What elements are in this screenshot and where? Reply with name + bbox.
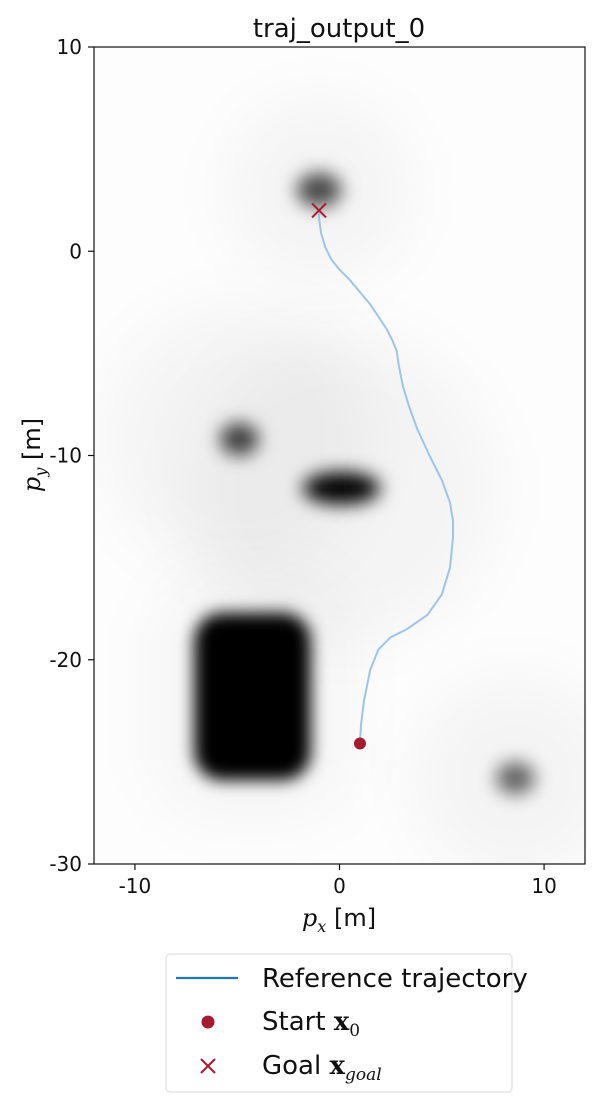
legend-label-reference: Reference trajectory: [262, 964, 528, 994]
y-axis-label: py [m]: [18, 418, 50, 492]
obstacle-blob: [296, 172, 342, 208]
plot-area: [93, 46, 586, 865]
series-layer: [318, 211, 454, 742]
x-tick-label: 10: [531, 874, 556, 898]
marker-layer: [311, 202, 366, 750]
start-marker: [353, 737, 366, 750]
legend-label-start: Start x0: [262, 1007, 360, 1041]
x-axis: -10 0 10: [119, 864, 557, 898]
legend-frame: [165, 953, 513, 1093]
y-tick-label: 0: [69, 239, 82, 263]
trajectory-line: [318, 211, 454, 742]
y-tick-label: -10: [49, 444, 82, 468]
goal-marker: [311, 202, 327, 219]
legend-start-swatch: [201, 1015, 215, 1029]
legend-goal-swatch: [200, 1058, 216, 1074]
cost-field: [194, 172, 535, 795]
chart-title: traj_output_0: [253, 14, 425, 44]
x-axis-label: px [m]: [302, 904, 376, 936]
obstacle-core: [219, 422, 259, 456]
obstacle-core: [302, 471, 381, 505]
obstacle-blob: [302, 471, 381, 505]
legend: Reference trajectory Start x0 Goal xgoal: [165, 953, 528, 1093]
y-axis: 10 0 -10 -20 -30: [49, 35, 94, 876]
obstacle-core: [496, 761, 535, 795]
obstacle-core: [194, 612, 311, 781]
x-tick-label: -10: [119, 874, 152, 898]
legend-label-goal: Goal xgoal: [262, 1051, 382, 1085]
obstacle-blob: [219, 422, 259, 456]
obstacle-blob: [496, 761, 535, 795]
x-tick-label: 0: [333, 874, 346, 898]
y-tick-label: -30: [49, 852, 82, 876]
y-tick-label: 10: [57, 35, 82, 59]
obstacle-blob: [194, 612, 311, 781]
y-tick-label: -20: [49, 648, 82, 672]
obstacle-core: [296, 172, 342, 208]
